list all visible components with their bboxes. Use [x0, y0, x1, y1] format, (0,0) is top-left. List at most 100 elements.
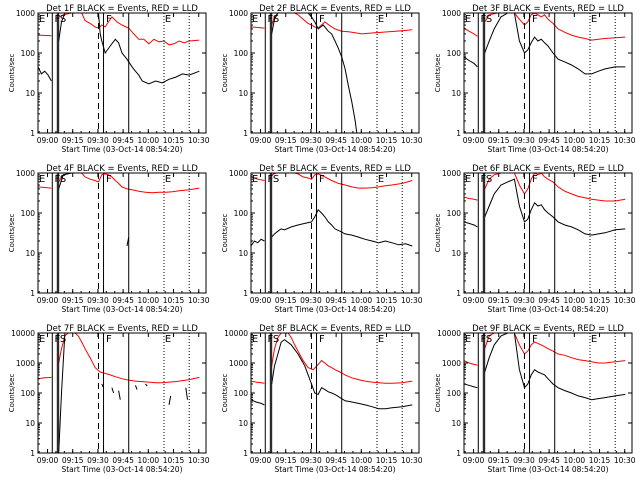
- y-axis-label: Counts/sec: [8, 374, 16, 413]
- x-tick-label: 09:15: [275, 136, 297, 145]
- x-tick-label: 09:00: [37, 456, 59, 465]
- x-tick-label: 10:00: [138, 296, 160, 305]
- y-tick-label: 10000: [437, 329, 461, 338]
- panel-title: Det 4F BLACK = Events, RED = LLD: [46, 164, 198, 174]
- x-tick-label: 09:45: [112, 296, 134, 305]
- event-marker-label: F: [319, 14, 325, 25]
- event-marker-label: E: [591, 174, 597, 185]
- y-tick-label: 1: [243, 289, 248, 298]
- event-marker-label: F: [480, 14, 486, 25]
- y-tick-label: 1000: [16, 9, 35, 18]
- y-tick-label: 100: [21, 389, 36, 398]
- plot-frame: [463, 12, 633, 134]
- y-tick-label: 1000: [442, 9, 461, 18]
- x-tick-label: 09:00: [463, 296, 485, 305]
- x-tick-label: 09:15: [62, 456, 84, 465]
- y-tick-label: 1: [243, 129, 248, 138]
- panel-4: 09:00 09:15 09:30 09:45 10:00 10:15 10:30 1 10 10…: [8, 164, 210, 314]
- x-tick-label: 09:15: [275, 296, 297, 305]
- series-red-line: [251, 333, 413, 384]
- x-tick-label: 09:30: [513, 296, 535, 305]
- event-marker-label: F: [319, 174, 325, 185]
- series-black-line: [464, 13, 626, 75]
- event-marker-label: E: [378, 174, 384, 185]
- x-tick-label: 09:45: [325, 456, 347, 465]
- plot-frame: [250, 12, 420, 134]
- x-tick-label: 09:30: [300, 296, 322, 305]
- y-tick-label: 10: [25, 419, 35, 428]
- event-marker-label: E: [252, 334, 258, 345]
- y-tick-label: 10: [25, 89, 35, 98]
- y-tick-label: 100: [447, 49, 462, 58]
- y-tick-label: 100: [447, 389, 462, 398]
- x-tick-label: 10:15: [376, 136, 398, 145]
- x-tick-label: 10:00: [138, 456, 160, 465]
- y-tick-label: 10: [451, 89, 461, 98]
- plot-frame: [463, 332, 633, 454]
- event-marker-label: E: [465, 334, 471, 345]
- x-tick-label: 10:15: [163, 136, 185, 145]
- event-marker-label: E: [465, 14, 471, 25]
- panel-title: Det 7F BLACK = Events, RED = LLD: [46, 324, 198, 334]
- event-marker-label: E: [378, 14, 384, 25]
- x-tick-label: 09:00: [37, 296, 59, 305]
- x-tick-label: 10:00: [351, 136, 373, 145]
- plot-frame: [37, 12, 207, 134]
- y-tick-label: 100: [234, 209, 249, 218]
- panel-5: 09:00 09:15 09:30 09:45 10:00 10:15 10:30 1 10 10…: [221, 164, 423, 314]
- x-tick-label: 10:30: [401, 296, 423, 305]
- panel-title: Det 5F BLACK = Events, RED = LLD: [259, 164, 411, 174]
- event-marker-label: F: [106, 334, 112, 345]
- x-tick-label: 10:00: [138, 136, 160, 145]
- panel-7: 09:00 09:15 09:30 09:45 10:00 10:15 10:30 1 10 10…: [8, 324, 210, 474]
- y-axis-label: Counts/sec: [8, 214, 16, 253]
- series-black-line: [58, 333, 188, 453]
- x-axis-label: Start Time (03-Oct-14 08:54:20): [487, 145, 608, 154]
- x-tick-label: 10:00: [564, 136, 586, 145]
- y-tick-label: 1000: [442, 359, 461, 368]
- panel-title: Det 3F BLACK = Events, RED = LLD: [472, 4, 624, 14]
- panel-3: 09:00 09:15 09:30 09:45 10:00 10:15 10:30 1 10 10…: [434, 4, 636, 154]
- x-axis-label: Start Time (03-Oct-14 08:54:20): [61, 145, 182, 154]
- x-tick-label: 09:45: [538, 296, 560, 305]
- event-marker-label: F: [106, 14, 112, 25]
- x-tick-label: 10:30: [401, 136, 423, 145]
- series-black-line: [464, 333, 626, 401]
- x-tick-label: 10:00: [564, 456, 586, 465]
- x-axis-label: Start Time (03-Oct-14 08:54:20): [61, 305, 182, 314]
- event-marker-label: F: [480, 174, 486, 185]
- y-tick-label: 10: [451, 419, 461, 428]
- series-red-line: [251, 173, 413, 189]
- x-axis-label: Start Time (03-Oct-14 08:54:20): [274, 145, 395, 154]
- series-black-line: [38, 173, 130, 293]
- x-tick-label: 09:00: [250, 136, 272, 145]
- y-tick-label: 10000: [224, 329, 248, 338]
- panel-8: 09:00 09:15 09:30 09:45 10:00 10:15 10:30 1 10 10…: [221, 324, 423, 474]
- y-tick-label: 10: [451, 249, 461, 258]
- panel-title: Det 9F BLACK = Events, RED = LLD: [472, 324, 624, 334]
- y-tick-label: 1: [30, 449, 35, 458]
- y-tick-label: 10: [238, 419, 248, 428]
- x-tick-label: 09:45: [538, 456, 560, 465]
- y-tick-label: 1: [456, 129, 461, 138]
- event-marker-label: S: [486, 334, 492, 345]
- x-tick-label: 09:00: [250, 296, 272, 305]
- x-tick-label: 09:30: [87, 136, 109, 145]
- y-axis-label: Counts/sec: [434, 54, 442, 93]
- y-tick-label: 1: [243, 449, 248, 458]
- y-tick-label: 100: [234, 49, 249, 58]
- y-axis-label: Counts/sec: [434, 374, 442, 413]
- x-tick-label: 09:00: [463, 456, 485, 465]
- x-tick-label: 09:15: [488, 296, 510, 305]
- y-axis-label: Counts/sec: [221, 374, 229, 413]
- y-tick-label: 1000: [16, 359, 35, 368]
- y-tick-label: 1000: [16, 169, 35, 178]
- y-axis-label: Counts/sec: [221, 214, 229, 253]
- y-tick-label: 100: [447, 209, 462, 218]
- x-tick-label: 09:30: [300, 136, 322, 145]
- y-tick-label: 1: [456, 289, 461, 298]
- event-marker-label: E: [252, 174, 258, 185]
- x-tick-label: 09:30: [300, 456, 322, 465]
- x-tick-label: 10:15: [376, 456, 398, 465]
